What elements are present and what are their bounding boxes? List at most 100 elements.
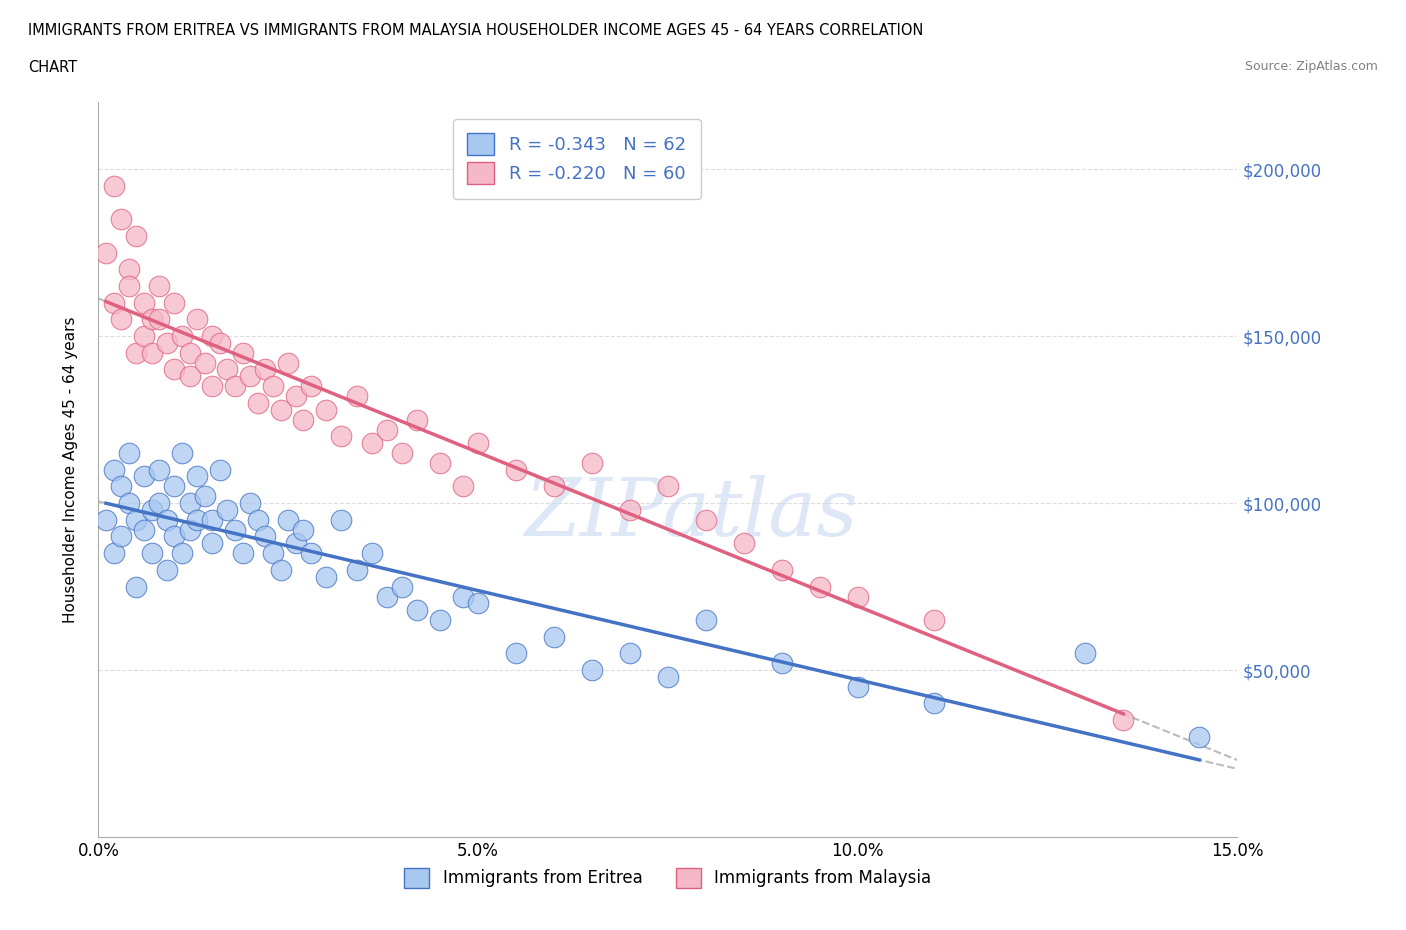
Point [163,295,186,310]
Point [360,546,382,561]
Text: ZIPatlas: ZIPatlas [524,475,858,552]
Point [254,529,277,544]
Point [277,355,299,370]
Point [110,529,132,544]
Point [148,496,170,511]
Point [103,179,125,193]
Point [163,479,186,494]
Point [239,368,262,383]
Point [770,656,793,671]
Point [110,479,132,494]
Point [186,512,208,527]
Point [254,362,277,377]
Point [179,368,201,383]
Point [232,345,254,360]
Point [299,546,322,561]
Point [246,512,269,527]
Point [1188,729,1211,744]
Point [922,613,945,628]
Point [170,546,193,561]
Point [132,328,155,343]
Point [292,412,315,427]
Point [391,445,413,460]
Point [163,362,186,377]
Point [179,345,201,360]
Point [217,502,239,517]
Point [270,402,292,417]
Point [148,279,170,294]
Point [224,379,246,393]
Point [232,546,254,561]
Point [270,563,292,578]
Point [125,512,148,527]
Point [695,613,717,628]
Point [224,523,246,538]
Point [581,456,603,471]
Point [217,362,239,377]
Point [581,662,603,677]
Point [156,336,179,351]
Text: CHART: CHART [28,60,77,75]
Point [543,479,565,494]
Point [208,462,231,477]
Point [808,579,831,594]
Point [118,279,141,294]
Point [375,589,398,604]
Point [695,512,717,527]
Point [451,479,474,494]
Point [262,379,284,393]
Point [391,579,413,594]
Text: Source: ZipAtlas.com: Source: ZipAtlas.com [1244,60,1378,73]
Point [246,395,269,410]
Point [543,630,565,644]
Point [406,412,429,427]
Point [619,646,641,661]
Point [429,456,451,471]
Point [141,345,163,360]
Point [103,462,125,477]
Point [846,589,869,604]
Point [284,536,307,551]
Y-axis label: Householder Income Ages 45 - 64 years: Householder Income Ages 45 - 64 years [63,316,77,623]
Point [148,462,170,477]
Point [156,512,179,527]
Point [619,502,641,517]
Point [846,679,869,694]
Point [132,295,155,310]
Point [330,429,353,444]
Point [201,536,224,551]
Point [148,312,170,326]
Point [125,345,148,360]
Point [141,312,163,326]
Point [315,569,337,584]
Point [315,402,337,417]
Point [179,496,201,511]
Point [375,422,398,437]
Point [299,379,322,393]
Point [194,489,217,504]
Point [186,312,208,326]
Point [208,336,231,351]
Point [110,212,132,227]
Point [346,563,368,578]
Point [262,546,284,561]
Point [1112,712,1135,727]
Point [163,529,186,544]
Point [132,469,155,484]
Point [770,563,793,578]
Point [360,435,382,450]
Point [94,246,117,260]
Point [733,536,755,551]
Point [505,462,527,477]
Point [1074,646,1097,661]
Point [429,613,451,628]
Text: IMMIGRANTS FROM ERITREA VS IMMIGRANTS FROM MALAYSIA HOUSEHOLDER INCOME AGES 45 -: IMMIGRANTS FROM ERITREA VS IMMIGRANTS FR… [28,23,924,38]
Point [467,596,489,611]
Point [94,512,117,527]
Point [239,496,262,511]
Point [346,389,368,404]
Point [110,312,132,326]
Point [451,589,474,604]
Legend: Immigrants from Eritrea, Immigrants from Malaysia: Immigrants from Eritrea, Immigrants from… [398,861,938,895]
Point [170,328,193,343]
